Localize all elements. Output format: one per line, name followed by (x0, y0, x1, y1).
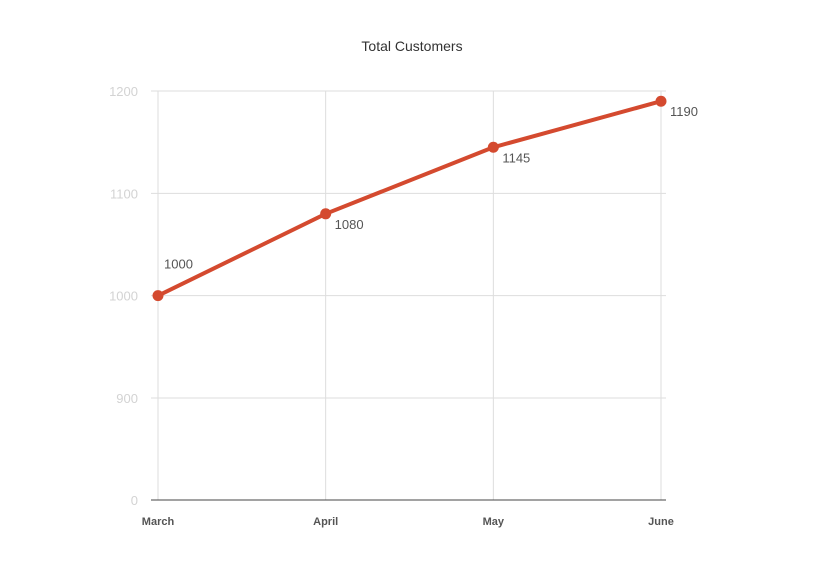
data-label-june: 1190 (670, 104, 698, 119)
data-label-may: 1145 (502, 150, 530, 165)
x-tick-label-may: May (483, 516, 505, 528)
data-point-may (487, 141, 499, 153)
y-tick-label-1100: 1100 (110, 186, 138, 201)
data-point-june (655, 95, 667, 107)
y-tick-label-900: 900 (116, 391, 138, 406)
axis-layer: 0 900 1000 1100 1200 March April May June (109, 84, 674, 528)
data-point-april (320, 208, 332, 220)
x-tick-label-march: March (142, 516, 175, 528)
data-point-march (152, 290, 164, 302)
x-tick-label-april: April (313, 516, 338, 528)
grid-layer (151, 90, 666, 500)
x-tick-label-june: June (648, 516, 674, 528)
chart-title: Total Customers (361, 38, 462, 54)
series-layer (152, 95, 667, 302)
data-label-april: 1080 (335, 217, 364, 232)
y-tick-label-0: 0 (131, 493, 138, 508)
label-layer: 1000 1080 1145 1190 (164, 104, 698, 271)
y-tick-label-1000: 1000 (109, 289, 138, 304)
data-label-march: 1000 (164, 257, 193, 272)
y-tick-label-1200: 1200 (109, 84, 138, 99)
series-line-0 (156, 99, 663, 298)
